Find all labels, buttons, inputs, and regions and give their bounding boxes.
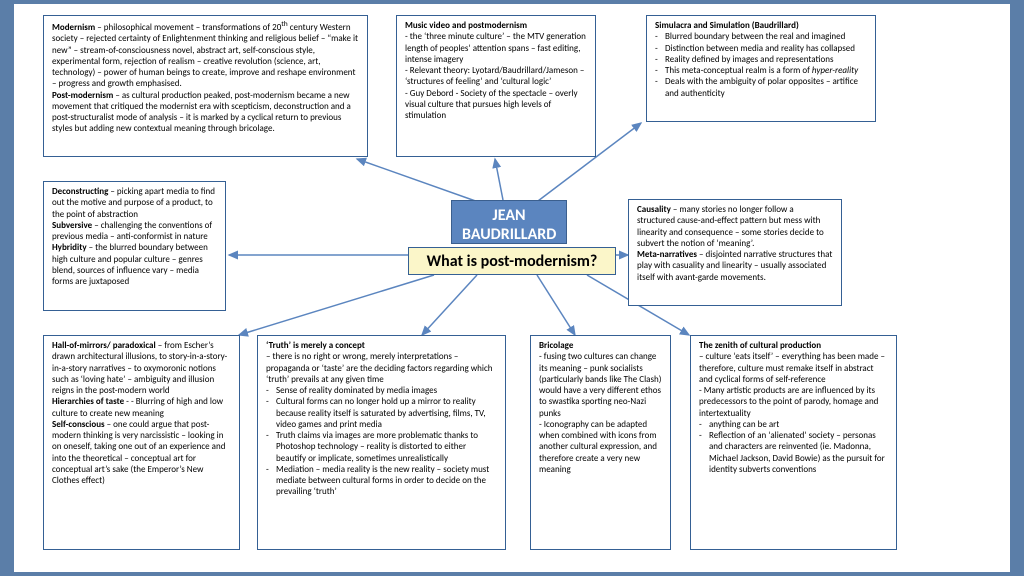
center-name-line1: JEAN (492, 206, 525, 225)
box-modernism: Modernism – philosophical movement – tra… (43, 15, 368, 157)
box-hall-of-mirrors: Hall-of-mirrors/ paradoxical – from Esch… (43, 335, 240, 550)
slide-frame: Modernism – philosophical movement – tra… (14, 4, 1010, 572)
box-deconstructing: Deconstructing – picking apart media to … (43, 181, 226, 311)
center-name-line2: BAUDRILLARD (462, 225, 556, 244)
center-name: JEAN BAUDRILLARD (451, 200, 567, 244)
center-question: What is post-modernism? (408, 247, 616, 275)
box-bricolage: Bricolage- fusing two cultures can chang… (530, 335, 671, 550)
box-music-video: Music video and postmodernism- the ‘thre… (396, 15, 596, 157)
center-question-text: What is post-modernism? (427, 252, 598, 271)
box-causality: Causality – many stories no longer follo… (628, 199, 842, 306)
box-zenith: The zenith of cultural production– cultu… (690, 335, 897, 550)
box-simulacra: Simulacra and Simulation (Baudrillard)Bl… (646, 15, 876, 122)
box-truth: ‘Truth’ is merely a concept– there is no… (257, 335, 506, 550)
